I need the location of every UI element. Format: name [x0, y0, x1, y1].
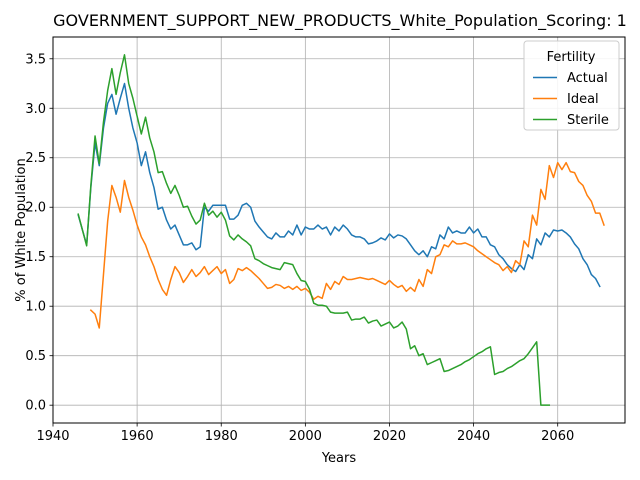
legend-item-ideal: Ideal — [533, 92, 599, 107]
series-line-sterile — [77, 54, 551, 406]
y-tick-label: 0.5 — [25, 349, 46, 364]
legend: Fertility Actual Ideal Sterile — [523, 40, 620, 131]
x-axis-label: Years — [321, 451, 357, 466]
y-tick-label: 1.0 — [25, 300, 46, 315]
series-layer — [77, 54, 605, 406]
legend-label: Actual — [567, 71, 608, 86]
series-line-ideal — [89, 161, 605, 329]
x-tick-label: 1980 — [205, 429, 238, 444]
legend-label: Ideal — [567, 92, 599, 107]
series-line-actual — [77, 82, 601, 288]
plot-frame — [52, 36, 626, 424]
x-tick-label: 2020 — [373, 429, 406, 444]
x-tick-label: 2000 — [289, 429, 322, 444]
y-axis-label: % of White Population — [14, 158, 29, 301]
y-tick-label: 2.5 — [25, 151, 46, 166]
y-tick-label: 3.0 — [25, 102, 46, 117]
chart-title: GOVERNMENT_SUPPORT_NEW_PRODUCTS_White_Po… — [53, 11, 627, 31]
legend-label: Sterile — [567, 113, 609, 128]
x-tick-label: 1960 — [121, 429, 154, 444]
y-tick-label: 0.0 — [25, 399, 46, 414]
y-tick-label: 3.5 — [25, 52, 46, 67]
legend-item-sterile: Sterile — [533, 113, 609, 128]
x-tick-label: 1940 — [36, 429, 69, 444]
y-tick-label: 1.5 — [25, 250, 46, 265]
x-tick-label: 2060 — [541, 429, 574, 444]
y-tick-label: 2.0 — [25, 201, 46, 216]
legend-item-actual: Actual — [533, 71, 608, 86]
legend-box — [523, 40, 620, 131]
axis-ticks: 1940 1960 1980 2000 2020 2040 2060 0.0 0.5 1.0 1.5… — [25, 52, 574, 444]
legend-title: Fertility — [547, 50, 596, 65]
x-tick-label: 2040 — [457, 429, 490, 444]
legend-entries: Actual Ideal Sterile — [533, 71, 609, 128]
